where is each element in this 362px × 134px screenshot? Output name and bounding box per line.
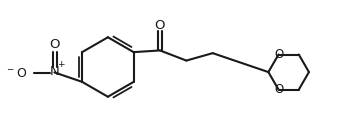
Text: O: O [49, 38, 60, 51]
Text: N: N [50, 65, 59, 78]
Text: O: O [155, 19, 165, 32]
Text: $^-$O: $^-$O [5, 67, 28, 80]
Text: O: O [274, 48, 283, 61]
Text: +: + [57, 60, 64, 69]
Text: O: O [274, 83, 283, 96]
